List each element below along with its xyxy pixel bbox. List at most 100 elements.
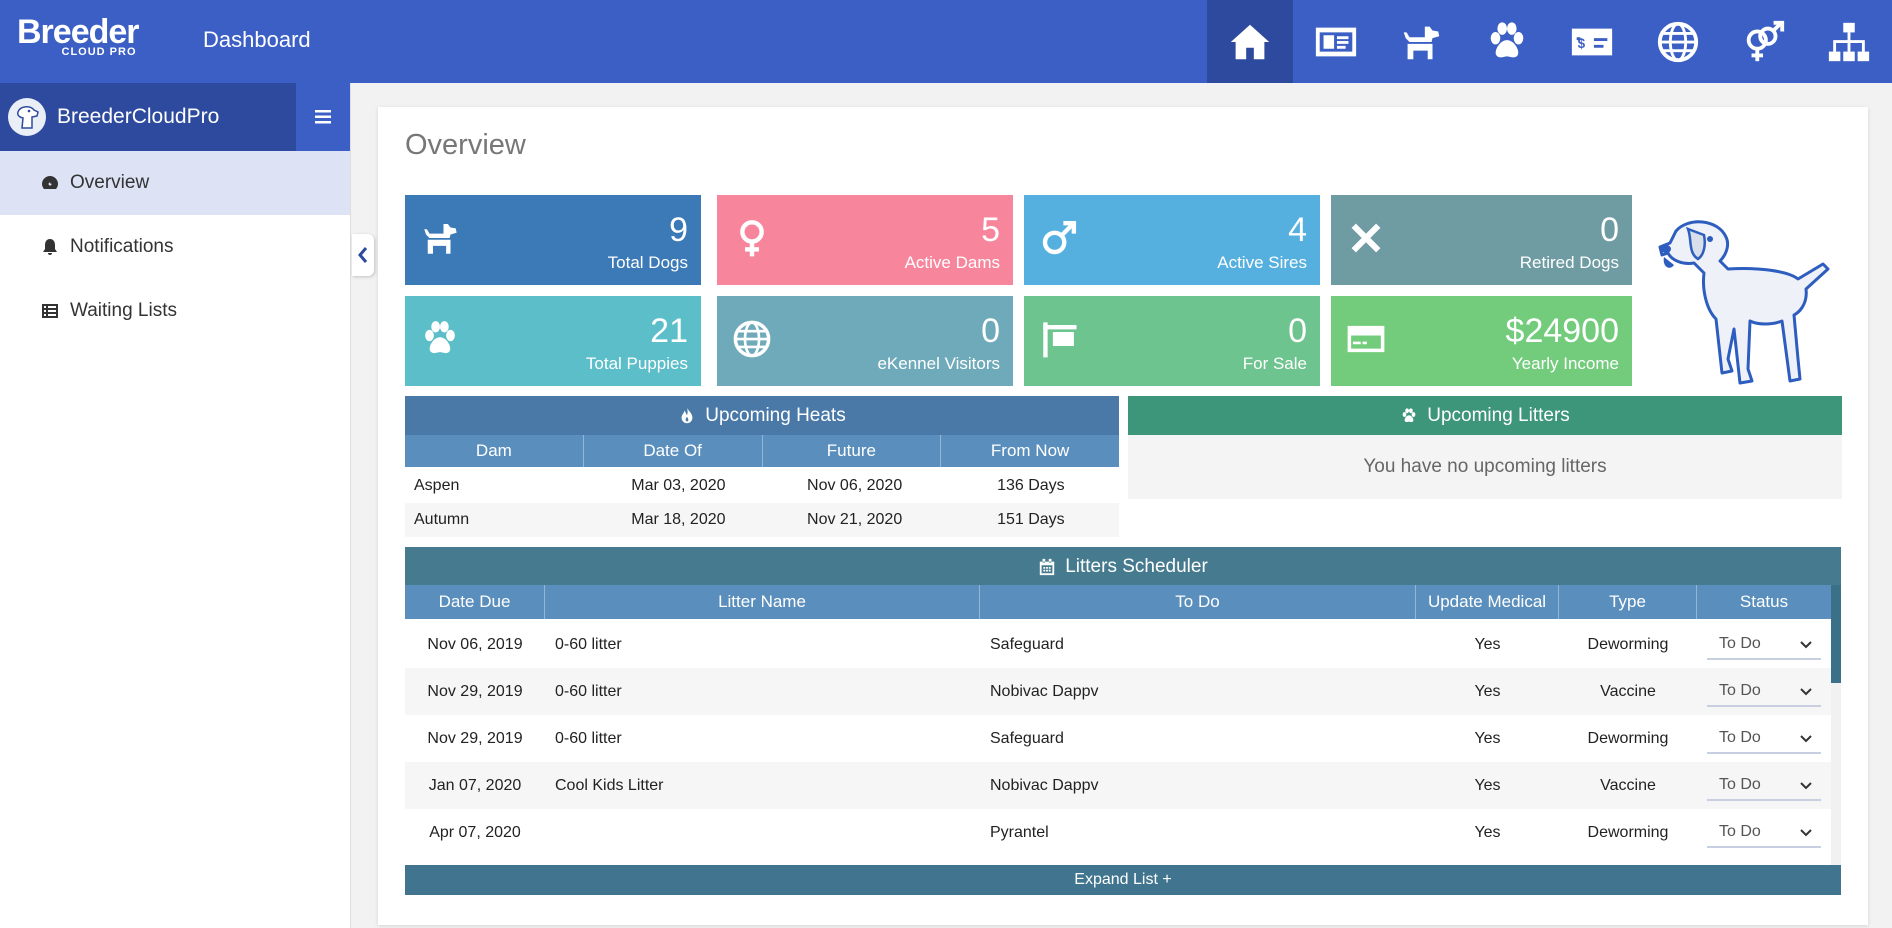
- table-row[interactable]: Nov 29, 2019 0-60 litter Safeguard Yes D…: [405, 715, 1831, 762]
- table-cell: Deworming: [1587, 729, 1669, 747]
- sidebar-item-notifications[interactable]: Notifications: [0, 215, 350, 279]
- sidebar-item-waiting-lists[interactable]: Waiting Lists: [0, 279, 350, 343]
- table-row[interactable]: Aspen Mar 03, 2020 Nov 06, 2020 136 Days: [405, 469, 1119, 503]
- table-cell: Nov 29, 2019: [427, 729, 523, 747]
- nav-ekennel-button[interactable]: [1635, 0, 1721, 83]
- status-select[interactable]: To Do: [1707, 677, 1821, 707]
- column-header[interactable]: Date Of: [584, 435, 763, 467]
- column-header[interactable]: Dam: [405, 435, 584, 467]
- home-icon: [1230, 24, 1270, 59]
- sidebar-menu-toggle[interactable]: [296, 83, 350, 151]
- globe-icon: [733, 320, 771, 358]
- money-check-icon: $: [1572, 28, 1613, 55]
- table-cell: Aspen: [414, 477, 460, 494]
- status-value: To Do: [1719, 728, 1761, 746]
- table-row[interactable]: Apr 07, 2020 Pyrantel Yes Deworming To D…: [405, 809, 1831, 856]
- status-value: To Do: [1719, 822, 1761, 840]
- stat-value: 4: [1288, 211, 1307, 249]
- fire-icon: [681, 407, 693, 423]
- upcoming-heats-header: Upcoming Heats: [405, 396, 1119, 435]
- stat-value: 0: [1288, 312, 1307, 350]
- stat-label: Active Sires: [1217, 253, 1307, 272]
- column-header[interactable]: Litter Name: [545, 585, 980, 619]
- sidebar: BreederCloudPro Overview Notifications W…: [0, 83, 351, 928]
- table-cell: Safeguard: [990, 729, 1064, 747]
- table-cell: Yes: [1474, 823, 1501, 841]
- stat-total-puppies[interactable]: 21 Total Puppies: [405, 296, 701, 386]
- stat-retired-dogs[interactable]: 0 Retired Dogs: [1331, 195, 1632, 285]
- logo-subtext: CLOUD PRO: [61, 46, 137, 58]
- times-icon: [1351, 223, 1381, 253]
- table-cell: Nov 06, 2020: [807, 477, 903, 494]
- stat-active-dams[interactable]: 5 Active Dams: [717, 195, 1013, 285]
- stat-value: 9: [669, 211, 688, 249]
- column-header[interactable]: Update Medical: [1416, 585, 1559, 619]
- status-value: To Do: [1719, 634, 1761, 652]
- bell-icon: [43, 239, 57, 255]
- column-header[interactable]: Type: [1559, 585, 1697, 619]
- stat-value: 5: [981, 211, 1000, 249]
- mars-icon: [1042, 220, 1077, 255]
- app-logo[interactable]: Breeder CLOUD PRO: [17, 15, 140, 58]
- table-cell: Jan 07, 2020: [428, 776, 522, 794]
- status-select[interactable]: To Do: [1707, 771, 1821, 801]
- sidebar-collapse-button[interactable]: [352, 234, 374, 276]
- nav-breeding-button[interactable]: [1721, 0, 1807, 83]
- sidebar-header: BreederCloudPro: [0, 83, 350, 151]
- stat-label: For Sale: [1242, 354, 1307, 373]
- table-cell: Mar 03, 2020: [631, 477, 726, 494]
- table-cell: 151 Days: [997, 511, 1065, 528]
- scheduler-scrollbar[interactable]: [1831, 585, 1841, 683]
- stat-label: Total Puppies: [585, 354, 688, 373]
- venus-icon: [740, 220, 764, 257]
- table-row[interactable]: Nov 06, 2019 0-60 litter Safeguard Yes D…: [405, 621, 1831, 668]
- stat-ekennel-visitors[interactable]: 0 eKennel Visitors: [717, 296, 1013, 386]
- column-header[interactable]: Status: [1739, 592, 1789, 611]
- nav-dogs-button[interactable]: [1378, 0, 1464, 83]
- table-row[interactable]: Jan 07, 2020 Cool Kids Litter Nobivac Da…: [405, 762, 1831, 809]
- nav-contacts-button[interactable]: [1293, 0, 1379, 83]
- panel-title: Upcoming Litters: [1427, 404, 1570, 426]
- status-select[interactable]: To Do: [1707, 630, 1821, 660]
- column-header[interactable]: To Do: [980, 585, 1416, 619]
- nav-finance-button[interactable]: $: [1550, 0, 1636, 83]
- column-header[interactable]: From Now: [990, 441, 1070, 460]
- panel-title: Upcoming Heats: [705, 404, 846, 426]
- chevron-left-icon: [358, 247, 368, 263]
- sidebar-item-overview[interactable]: Overview: [0, 151, 350, 215]
- expand-list-button[interactable]: Expand List +: [405, 865, 1841, 895]
- table-cell: 136 Days: [997, 477, 1065, 494]
- sign-icon: [1043, 322, 1077, 358]
- stat-label: Retired Dogs: [1519, 253, 1619, 272]
- sidebar-item-label: Overview: [70, 172, 150, 193]
- nav-pedigree-button[interactable]: [1806, 0, 1892, 83]
- stat-value: 21: [650, 312, 688, 350]
- venus-mars-icon: [1746, 20, 1784, 61]
- avatar[interactable]: [8, 98, 46, 136]
- heats-column-headers: Dam Date Of Future From Now: [405, 435, 1119, 467]
- stat-active-sires[interactable]: 4 Active Sires: [1024, 195, 1320, 285]
- chevron-down-icon: [1800, 781, 1812, 789]
- globe-icon: [1657, 21, 1699, 62]
- table-cell: 0-60 litter: [555, 635, 622, 653]
- stat-label: eKennel Visitors: [877, 354, 1000, 373]
- stat-for-sale[interactable]: 0 For Sale: [1024, 296, 1320, 386]
- stat-total-dogs[interactable]: 9 Total Dogs: [405, 195, 701, 285]
- chevron-down-icon: [1800, 828, 1812, 836]
- table-cell: Deworming: [1587, 635, 1669, 653]
- table-cell: Yes: [1474, 729, 1501, 747]
- stat-yearly-income[interactable]: $24900 Yearly Income: [1331, 296, 1632, 386]
- table-cell: Nov 06, 2019: [427, 635, 523, 653]
- scheduler-scroll-track[interactable]: [1831, 683, 1841, 879]
- nav-puppies-button[interactable]: [1464, 0, 1550, 83]
- column-header[interactable]: Date Due: [405, 585, 545, 619]
- table-row[interactable]: Nov 29, 2019 0-60 litter Nobivac Dappv Y…: [405, 668, 1831, 715]
- table-row[interactable]: Autumn Mar 18, 2020 Nov 21, 2020 151 Day…: [405, 503, 1119, 537]
- overview-title: Overview: [405, 129, 526, 161]
- table-cell: Nov 29, 2019: [427, 682, 523, 700]
- status-select[interactable]: To Do: [1707, 724, 1821, 754]
- status-select[interactable]: To Do: [1707, 818, 1821, 848]
- chevron-down-icon: [1800, 687, 1812, 695]
- nav-home-button[interactable]: [1207, 0, 1293, 83]
- column-header[interactable]: Future: [763, 435, 942, 467]
